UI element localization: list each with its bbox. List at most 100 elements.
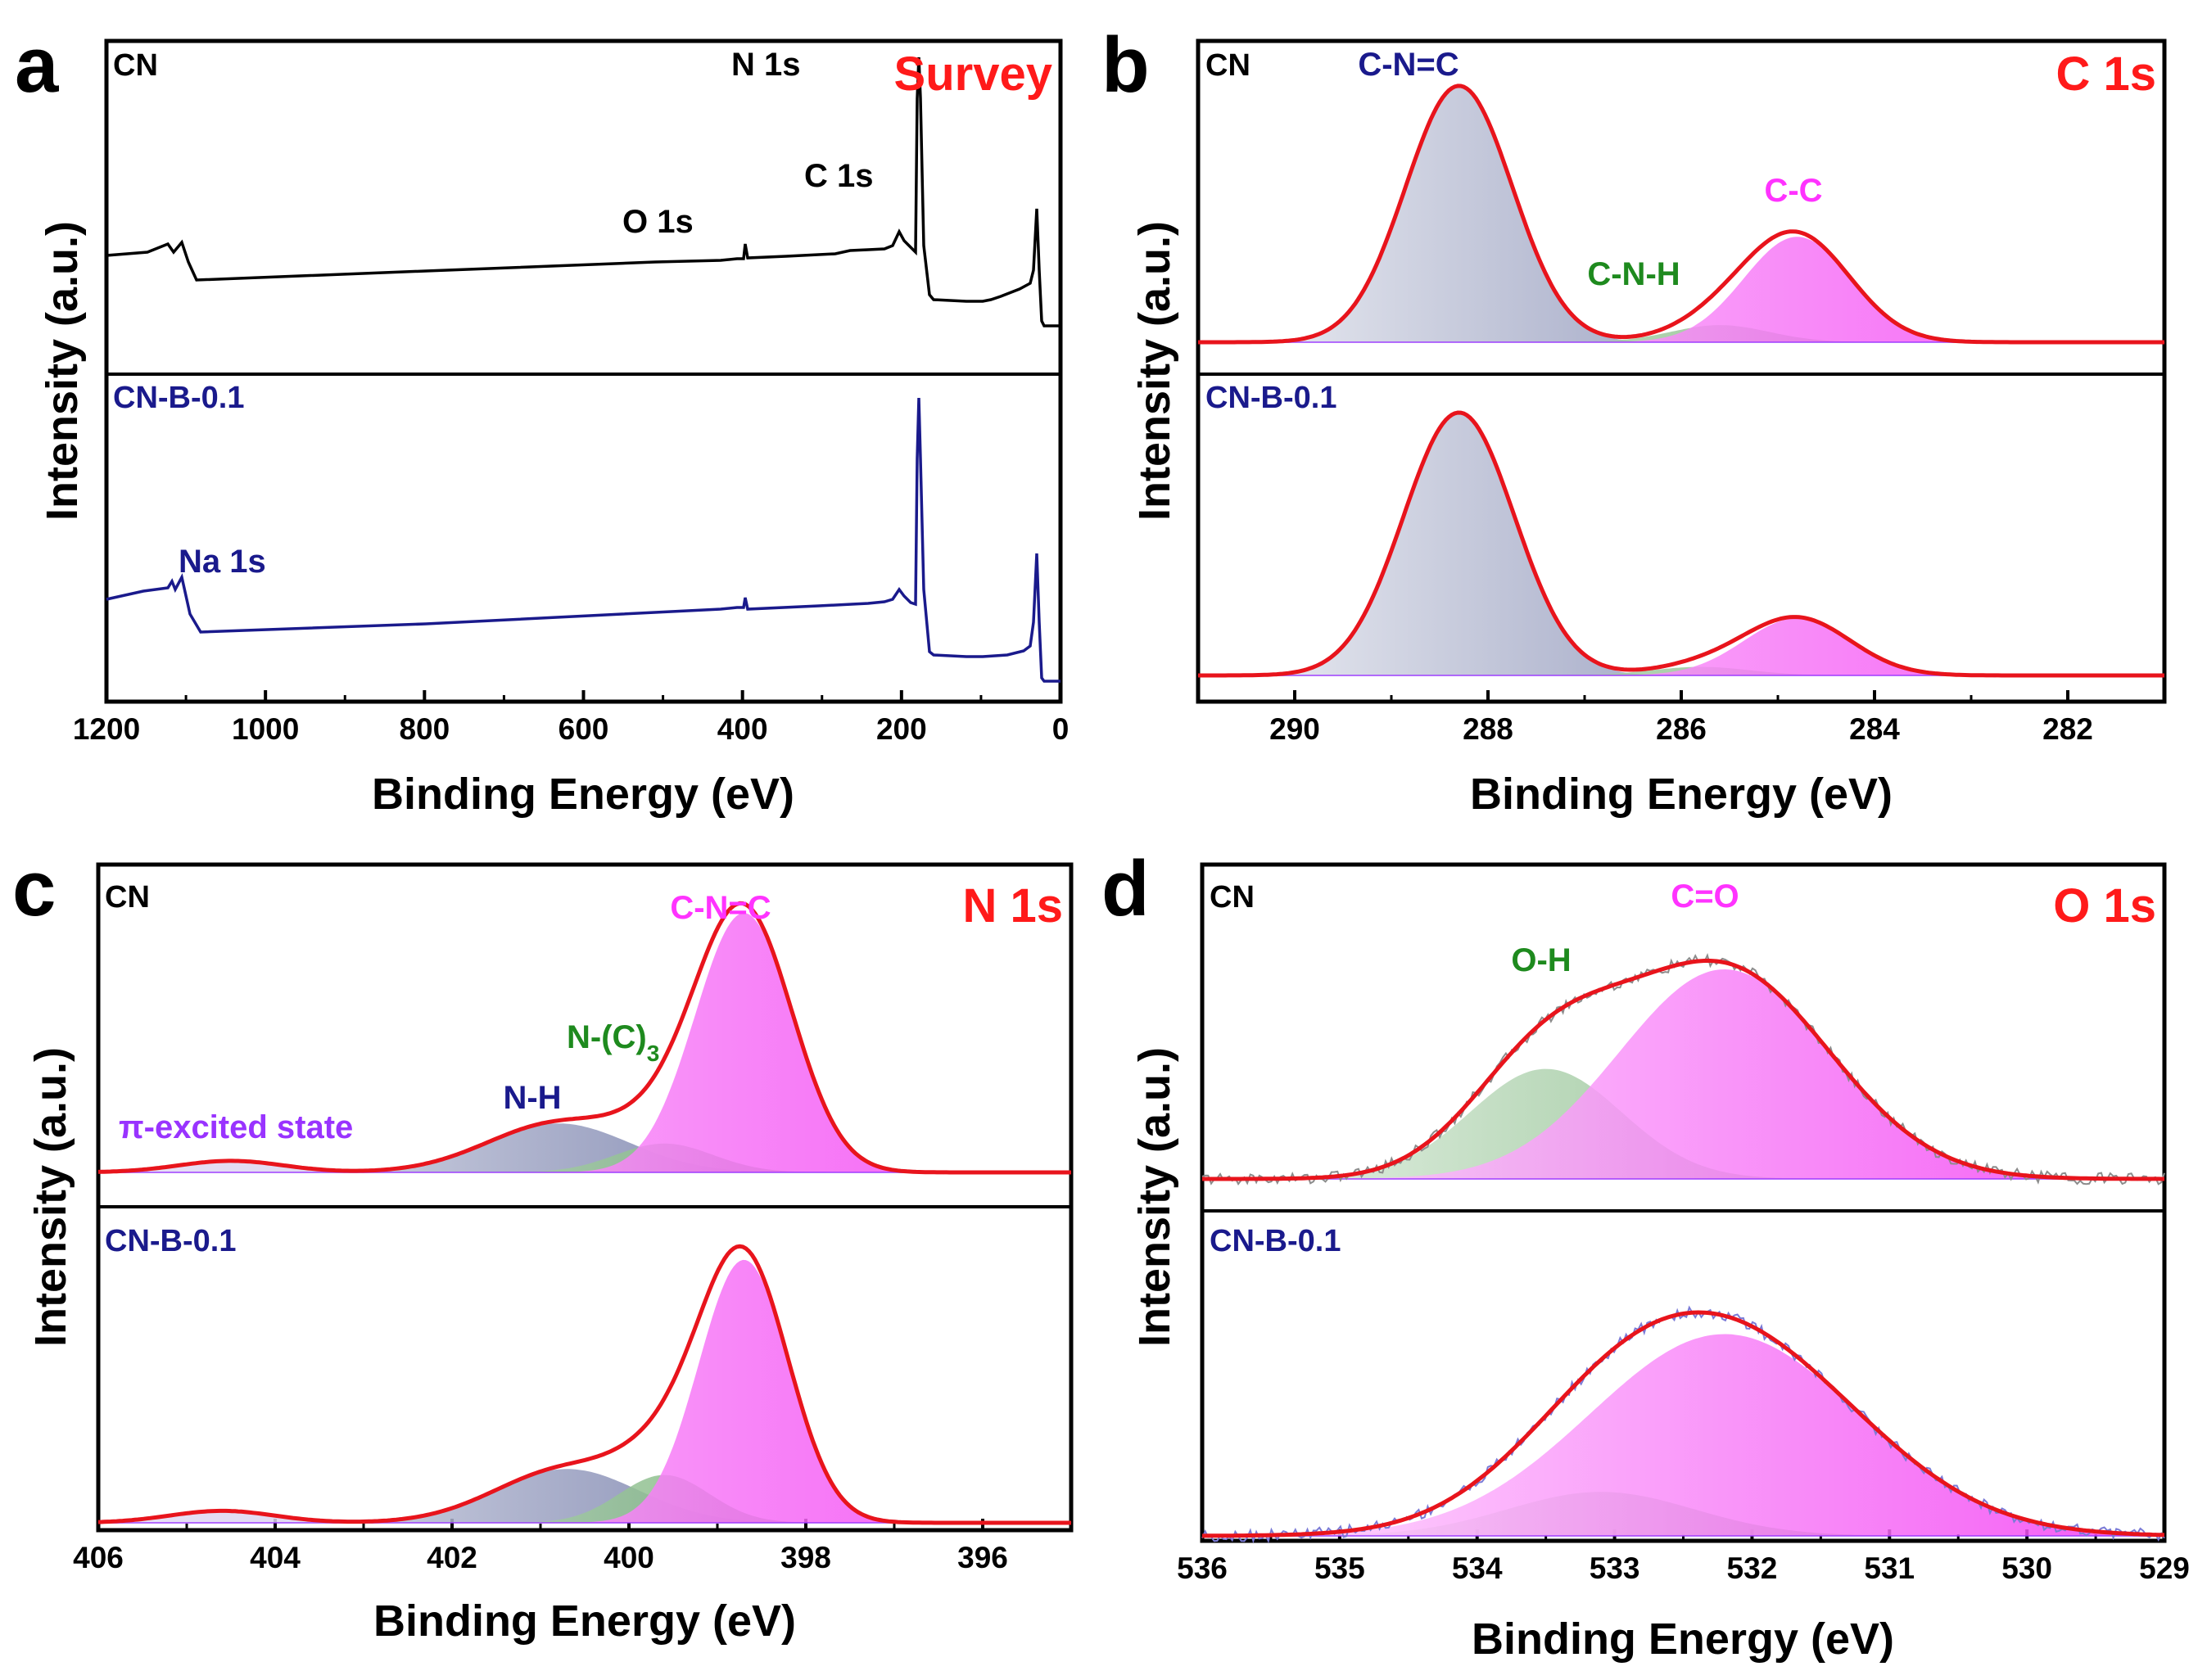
subplot-cn: [97, 901, 1072, 1175]
fit-envelope-line: [1198, 410, 2164, 678]
component-peak: [1198, 85, 2164, 343]
x-tick-label: 0: [1052, 712, 1070, 746]
y-axis-title: Intensity (a.u.): [26, 1047, 75, 1347]
peak-label-cnh: C-N-H: [1587, 256, 1680, 292]
fit-envelope-line: [1198, 84, 2164, 345]
x-tick-label: 282: [2042, 712, 2093, 746]
panel-label-a: a: [15, 21, 59, 109]
fit-envelope-line: [1202, 958, 2164, 1181]
sample-label-cnb: CN-B-0.1: [105, 1224, 236, 1258]
component-peak: [98, 1123, 1071, 1172]
x-axis: 536 535 534 533 532 531 530 529: [1177, 1529, 2190, 1585]
x-tick-label: 400: [717, 712, 768, 746]
peak-label-pi-excited: π-excited state: [119, 1109, 353, 1145]
peak-label-oh: O-H: [1511, 942, 1571, 978]
x-tick-label: 1200: [73, 712, 140, 746]
x-tick-label: 535: [1314, 1551, 1365, 1585]
o1s-title: O 1s: [2053, 879, 2156, 933]
survey-curve-cnb: [106, 397, 1061, 683]
x-axis: 290 288 286 284 282: [1269, 690, 2093, 746]
c1s-title: C 1s: [2055, 47, 2156, 101]
y-axis-title: Intensity (a.u.): [1130, 221, 1179, 521]
peak-label-na1s: Na 1s: [179, 544, 266, 580]
peak-label-nh: N-H: [503, 1080, 561, 1116]
peak-label-cnc: C-N=C: [1358, 47, 1459, 83]
x-tick-label: 400: [604, 1541, 654, 1574]
peak-label-cc: C-C: [1764, 173, 1822, 209]
x-tick-label: 533: [1590, 1551, 1640, 1585]
panel-label-b: b: [1101, 21, 1150, 109]
panel-label-d: d: [1101, 845, 1150, 933]
sample-label-cnb: CN-B-0.1: [113, 381, 244, 415]
peak-label-c1s: C 1s: [804, 158, 874, 194]
panel-a: a 1200 1000 800 600 400 200 0 CN CN-B-0.1 Surv…: [15, 21, 1069, 819]
component-peak: [98, 1475, 1071, 1523]
x-tick-label: 402: [427, 1541, 477, 1574]
x-tick-label: 532: [1727, 1551, 1778, 1585]
y-axis-title: Intensity (a.u.): [38, 221, 87, 521]
x-tick-label: 200: [876, 712, 927, 746]
x-tick-label: 396: [957, 1541, 1008, 1574]
component-peak: [98, 1160, 1071, 1172]
fit-envelope-line: [1202, 1310, 2164, 1538]
component-peak: [98, 1469, 1071, 1523]
x-tick-label: 406: [73, 1541, 124, 1574]
sample-label-cn: CN: [105, 880, 150, 915]
component-peak: [1202, 1334, 2164, 1536]
fit-envelope-line: [97, 1244, 1071, 1525]
subplot-cn: [1201, 953, 2165, 1185]
y-axis-title: Intensity (a.u.): [1130, 1047, 1179, 1347]
sample-label-cn: CN: [1205, 48, 1250, 83]
subplot-cnb: [1197, 410, 2165, 678]
raw-data-line: [1197, 410, 2165, 678]
raw-data-line: [1201, 953, 2165, 1185]
x-tick-label: 290: [1269, 712, 1320, 746]
x-tick-label: 398: [780, 1541, 831, 1574]
peak-label-o1s: O 1s: [622, 204, 694, 240]
fit-envelope-line: [97, 901, 1071, 1175]
panel-d: d 536 535 534 533 532 531 530 529 CN CN-B-0.1 O…: [1101, 845, 2190, 1664]
plot-frame: [96, 862, 1074, 1533]
x-axis-title: Binding Energy (eV): [1470, 770, 1893, 819]
x-tick-label: 530: [2001, 1551, 2052, 1585]
x-tick-label: 800: [399, 712, 450, 746]
component-peak: [98, 1511, 1071, 1523]
x-tick-label: 286: [1656, 712, 1707, 746]
panel-b: b 290 288 286 284 282 CN CN-B-0.1 C 1s C-N=C…: [1101, 21, 2167, 819]
sample-label-cnb: CN-B-0.1: [1205, 381, 1336, 415]
x-axis: 406 404 402 400 398 396: [73, 1519, 1008, 1574]
survey-title: Survey: [894, 47, 1052, 101]
x-tick-label: 288: [1463, 712, 1513, 746]
subplot-cnb: [1201, 1305, 2165, 1544]
subplot-cnb: [97, 1244, 1072, 1525]
x-axis: 1200 1000 800 600 400 200 0: [73, 690, 1069, 746]
peak-label-co: C=O: [1671, 878, 1739, 915]
sample-label-cnb: CN-B-0.1: [1210, 1224, 1341, 1258]
panel-c: c 406 404 402 400 398 396 CN CN-B-0.1 N 1s C-…: [12, 845, 1074, 1646]
sample-label-cn: CN: [1210, 880, 1255, 915]
component-peak: [98, 1143, 1071, 1172]
survey-curve-cn: [106, 56, 1061, 327]
component-peak: [1198, 413, 2164, 675]
peak-label-n1s: N 1s: [731, 47, 801, 83]
n1s-title: N 1s: [962, 879, 1063, 933]
x-axis-title: Binding Energy (eV): [1472, 1615, 1894, 1664]
peak-label-nc3: N-(C)3: [567, 1019, 659, 1066]
x-tick-label: 534: [1452, 1551, 1503, 1585]
x-tick-label: 1000: [232, 712, 299, 746]
x-axis-title: Binding Energy (eV): [373, 1596, 796, 1646]
plot-frame: [1196, 38, 2167, 704]
x-tick-label: 531: [1864, 1551, 1915, 1585]
x-tick-label: 284: [1849, 712, 1900, 746]
raw-data-line: [1197, 84, 2165, 345]
peak-label-cnc: C-N=C: [670, 890, 771, 926]
subplot-cn: [1197, 84, 2165, 345]
x-axis-title: Binding Energy (eV): [372, 770, 794, 819]
panel-label-c: c: [12, 845, 56, 933]
x-tick-label: 600: [559, 712, 609, 746]
component-peak: [1202, 1068, 2164, 1179]
x-tick-label: 529: [2139, 1551, 2190, 1585]
x-tick-label: 536: [1177, 1551, 1228, 1585]
x-tick-label: 404: [250, 1541, 301, 1574]
